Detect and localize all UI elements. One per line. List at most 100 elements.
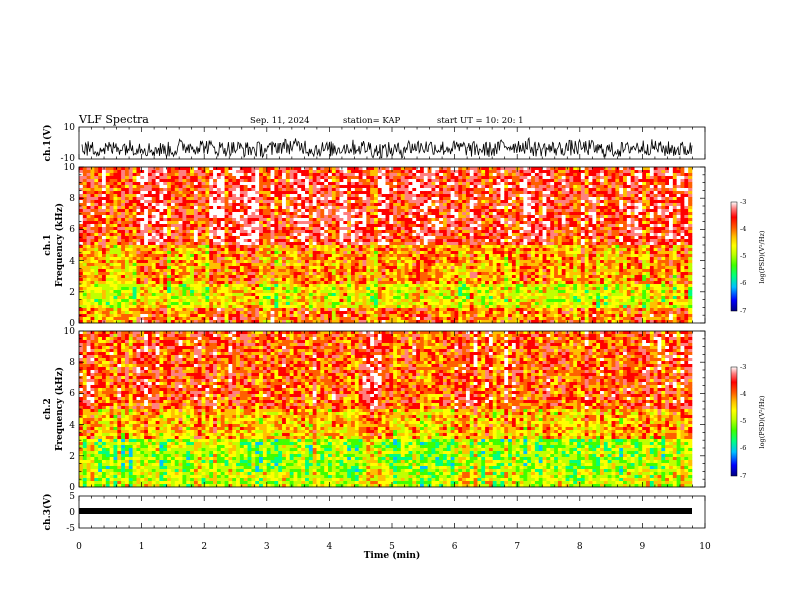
spectrogram-cell	[362, 179, 367, 183]
spectrogram-cell	[400, 209, 405, 213]
spectrogram-cell	[178, 254, 183, 258]
spectrogram-cell	[374, 209, 379, 213]
spectrogram-cell	[128, 311, 133, 315]
spectrogram-cell	[381, 194, 386, 198]
spectrogram-cell	[366, 167, 371, 171]
spectrogram-cell	[205, 263, 210, 267]
spectrogram-cell	[347, 206, 352, 210]
spectrogram-cell	[297, 182, 302, 186]
spectrogram-cell	[301, 221, 306, 225]
spectrogram-cell	[178, 308, 183, 312]
spectrogram-cell	[316, 257, 321, 261]
spectrogram-cell	[86, 272, 91, 276]
spectrogram-cell	[354, 317, 359, 321]
spectrogram-cell	[182, 185, 187, 189]
spectrogram-cell	[247, 260, 252, 264]
spectrogram-cell	[182, 182, 187, 186]
spectrogram-cell	[377, 305, 382, 309]
spectrogram-cell	[113, 311, 118, 315]
spectrogram-cell	[385, 299, 390, 303]
spectrogram-cell	[132, 206, 137, 210]
spectrogram-cell	[423, 317, 428, 321]
spectrogram-cell	[393, 302, 398, 306]
spectrogram-cell	[209, 173, 214, 177]
spectrogram-cell	[209, 293, 214, 297]
spectrogram-cell	[320, 293, 325, 297]
spectrogram-cell	[178, 302, 183, 306]
spectrogram-cell	[316, 194, 321, 198]
spectrogram-cell	[243, 227, 248, 231]
spectrogram-cell	[374, 305, 379, 309]
spectrogram-cell	[228, 311, 233, 315]
spectrogram-cell	[144, 170, 149, 174]
spectrogram-cell	[167, 203, 172, 207]
spectrogram-cell	[435, 188, 440, 192]
spectrogram-cell	[155, 284, 160, 288]
spectrogram-cell	[305, 167, 310, 171]
spectrogram-cell	[220, 236, 225, 240]
spectrogram-cell	[224, 305, 229, 309]
spectrogram-cell	[109, 254, 114, 258]
spectrogram-cell	[124, 194, 130, 198]
spectrogram-cell	[186, 218, 191, 222]
spectrogram-cell	[128, 284, 133, 288]
spectrogram-cell	[293, 182, 298, 186]
spectrogram-cell	[182, 275, 187, 279]
spectrogram-cell	[320, 317, 325, 321]
spectrogram-cell	[239, 269, 245, 273]
spectrogram-cell	[167, 206, 172, 210]
spectrogram-cell	[335, 230, 340, 234]
spectrogram-cell	[347, 266, 352, 270]
spectrogram-cell	[328, 290, 333, 294]
spectrogram-cell	[439, 167, 444, 171]
spectrogram-cell	[427, 236, 432, 240]
spectrogram-cell	[209, 260, 214, 264]
spectrogram-cell	[109, 272, 114, 276]
spectrogram-cell	[274, 227, 279, 231]
spectrogram-cell	[301, 305, 306, 309]
spectrogram-cell	[351, 245, 356, 249]
spectrogram-cell	[224, 212, 229, 216]
spectrogram-cell	[282, 176, 287, 180]
spectrogram-cell	[224, 263, 229, 267]
spectrogram-cell	[82, 233, 87, 237]
spectrogram-cell	[167, 311, 172, 315]
spectrogram-cell	[343, 260, 348, 264]
spectrogram-cell	[282, 272, 287, 276]
spectrogram-cell	[393, 308, 398, 312]
spectrogram-cell	[105, 272, 110, 276]
spectrogram-cell	[439, 194, 444, 198]
spectrogram-cell	[285, 320, 291, 324]
spectrogram-cell	[431, 251, 436, 255]
spectrogram-cell	[113, 224, 118, 228]
spectrogram-cell	[132, 194, 137, 198]
spectrogram-cell	[293, 233, 298, 237]
spectrogram-cell	[178, 182, 183, 186]
spectrogram-cell	[262, 299, 268, 303]
spectrogram-cell	[308, 272, 314, 276]
spectrogram-cell	[232, 221, 237, 225]
spectrogram-cell	[312, 179, 317, 183]
spectrogram-cell	[419, 203, 425, 207]
spectrogram-cell	[331, 296, 336, 300]
spectrogram-cell	[197, 305, 202, 309]
spectrogram-cell	[113, 239, 118, 243]
spectrogram-cell	[201, 278, 206, 282]
spectrogram-cell	[136, 257, 141, 261]
spectrogram-cell	[236, 251, 241, 255]
spectrogram-cell	[289, 227, 294, 231]
spectrogram-cell	[259, 287, 264, 291]
spectrogram-cell	[151, 305, 156, 309]
spectrogram-cell	[377, 236, 382, 240]
spectrogram-cell	[381, 272, 386, 276]
spectrogram-cell	[151, 293, 156, 297]
spectrogram-cell	[82, 317, 87, 321]
spectrogram-cell	[128, 302, 133, 306]
spectrogram-cell	[328, 284, 333, 288]
spectrogram-cell	[370, 302, 375, 306]
spectrogram-cell	[289, 230, 294, 234]
spectrogram-cell	[278, 170, 283, 174]
spectrogram-cell	[128, 173, 133, 177]
spectrogram-cell	[82, 248, 87, 252]
spectrogram-cell	[427, 278, 432, 282]
